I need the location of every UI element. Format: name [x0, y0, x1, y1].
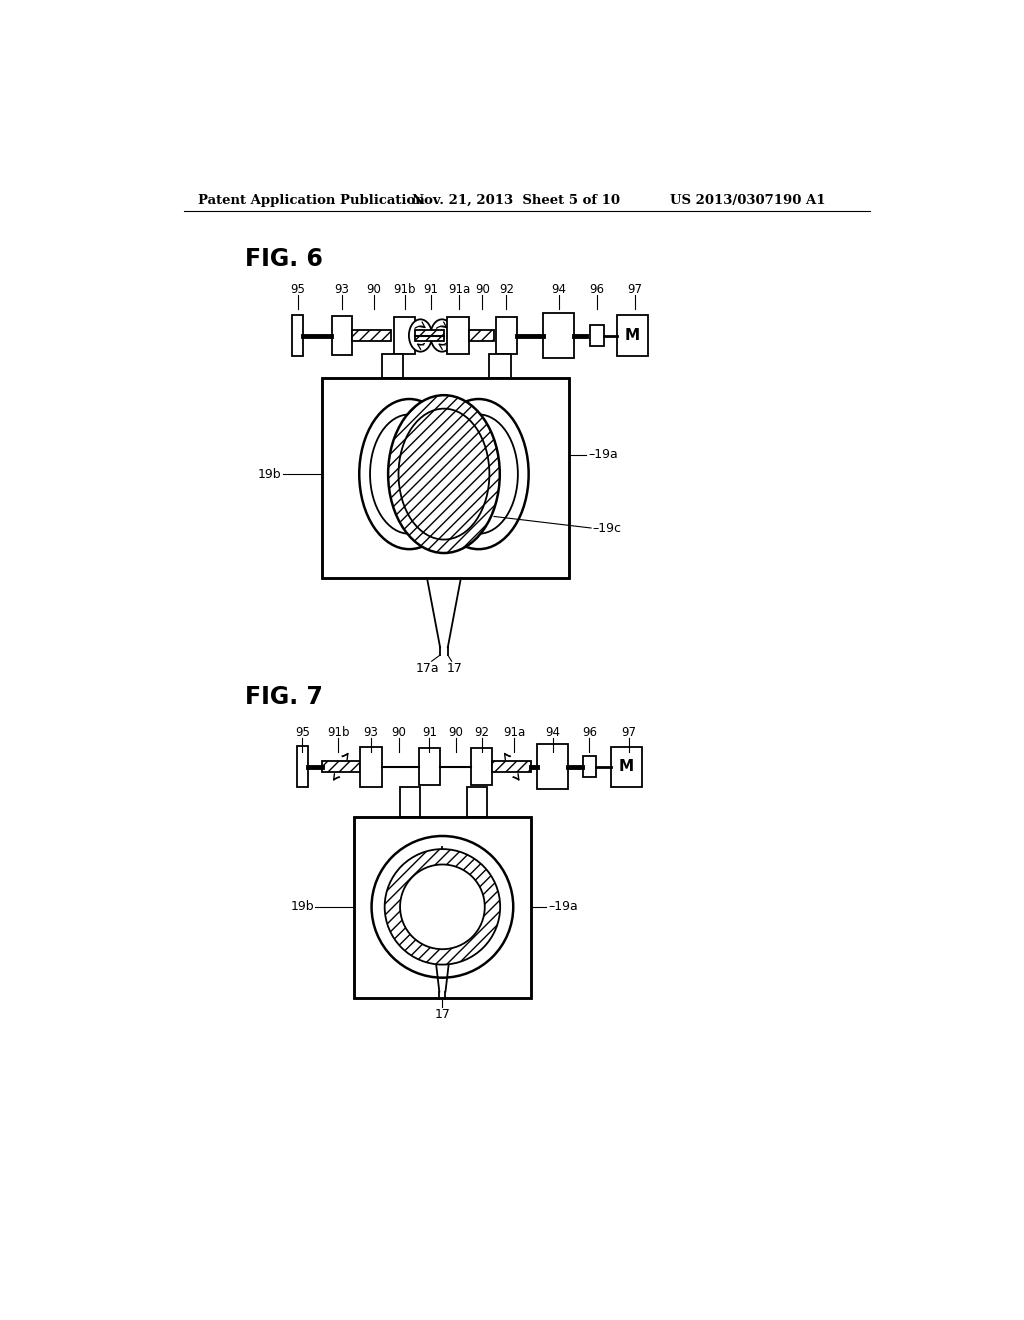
Text: 97: 97 [628, 282, 642, 296]
Text: Nov. 21, 2013  Sheet 5 of 10: Nov. 21, 2013 Sheet 5 of 10 [412, 194, 620, 207]
Text: 19b: 19b [290, 900, 313, 913]
Text: 17: 17 [446, 663, 463, 676]
Text: 96: 96 [582, 726, 597, 739]
Bar [617, 315, 648, 355]
Text: –19a: –19a [548, 900, 578, 913]
Text: 92: 92 [474, 726, 489, 739]
Text: 93: 93 [334, 282, 349, 296]
Bar [400, 787, 420, 817]
Text: 96: 96 [590, 282, 605, 296]
Text: 93: 93 [364, 726, 378, 739]
Bar [471, 748, 493, 785]
Text: FIG. 6: FIG. 6 [245, 247, 323, 271]
Circle shape [372, 836, 513, 978]
Text: 94: 94 [551, 282, 566, 296]
Text: 95: 95 [290, 282, 305, 296]
Text: 95: 95 [295, 726, 309, 739]
Text: 91: 91 [423, 282, 438, 296]
Bar [489, 354, 511, 378]
Bar [382, 354, 403, 378]
Text: US 2013/0307190 A1: US 2013/0307190 A1 [670, 194, 825, 207]
Bar [590, 325, 604, 346]
Bar [354, 817, 531, 998]
Text: M: M [618, 759, 634, 775]
Bar [544, 313, 574, 358]
Bar [354, 817, 531, 998]
Ellipse shape [388, 395, 500, 553]
Text: 17: 17 [434, 1008, 451, 1022]
Text: 90: 90 [449, 726, 463, 739]
Bar [538, 744, 568, 789]
Text: FIG. 7: FIG. 7 [245, 685, 323, 709]
Text: –19a: –19a [588, 449, 617, 462]
Ellipse shape [409, 319, 432, 351]
Bar [611, 747, 642, 787]
Bar [322, 762, 360, 772]
Ellipse shape [430, 319, 454, 351]
Bar [322, 378, 569, 578]
Bar [467, 787, 487, 817]
Bar [493, 762, 531, 772]
Circle shape [385, 849, 500, 965]
Bar [496, 317, 517, 354]
Bar [322, 378, 569, 578]
Ellipse shape [429, 399, 528, 549]
Bar [416, 330, 444, 341]
Text: 94: 94 [545, 726, 560, 739]
Circle shape [400, 865, 484, 949]
Text: 91a: 91a [449, 282, 470, 296]
Text: M: M [625, 327, 640, 343]
Text: –19c: –19c [593, 521, 622, 535]
Text: 91b: 91b [328, 726, 350, 739]
Text: 91: 91 [422, 726, 437, 739]
Bar [332, 317, 351, 355]
Text: 91a: 91a [503, 726, 525, 739]
Text: 91b: 91b [393, 282, 416, 296]
Text: 90: 90 [475, 282, 489, 296]
Bar [583, 756, 596, 777]
Text: 17a: 17a [415, 663, 439, 676]
Text: 97: 97 [622, 726, 636, 739]
Text: Patent Application Publication: Patent Application Publication [199, 194, 425, 207]
Bar [419, 748, 440, 785]
Text: 19b: 19b [258, 467, 282, 480]
Bar [292, 314, 303, 356]
Text: 90: 90 [391, 726, 406, 739]
Ellipse shape [359, 399, 460, 549]
Bar [447, 317, 469, 354]
Text: 92: 92 [499, 282, 514, 296]
Bar [297, 746, 307, 788]
Bar [394, 317, 416, 354]
Bar [469, 330, 494, 341]
Bar [351, 330, 391, 341]
Text: 90: 90 [367, 282, 381, 296]
Bar [360, 747, 382, 787]
